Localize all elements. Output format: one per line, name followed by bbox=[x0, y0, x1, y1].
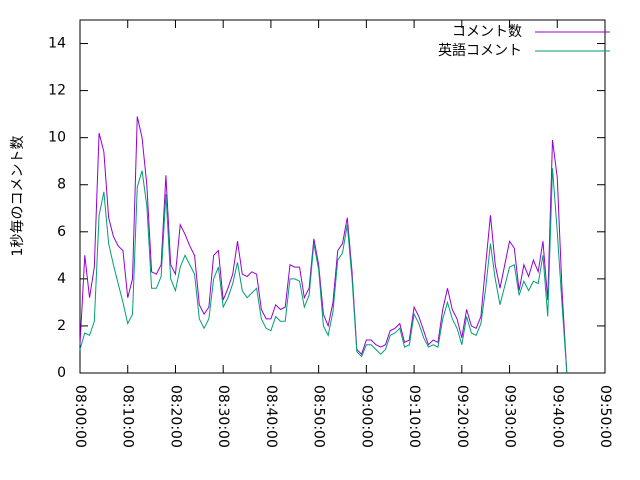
x-tick-label: 09:20:00 bbox=[454, 385, 470, 448]
y-tick-label: 2 bbox=[57, 318, 66, 334]
x-tick-label: 09:30:00 bbox=[502, 385, 518, 448]
legend-label: コメント数 bbox=[452, 24, 522, 40]
y-tick-label: 10 bbox=[48, 130, 66, 146]
x-tick-label: 08:20:00 bbox=[167, 385, 183, 448]
y-tick-label: 12 bbox=[48, 83, 66, 99]
series-line bbox=[79, 168, 568, 374]
y-tick-label: 6 bbox=[57, 224, 66, 240]
x-tick-label: 09:00:00 bbox=[358, 385, 374, 448]
y-axis-label: 1秒毎のコメント数 bbox=[10, 136, 26, 257]
x-tick-label: 08:30:00 bbox=[215, 385, 231, 448]
y-tick-label: 4 bbox=[57, 271, 66, 287]
x-tick-label: 09:10:00 bbox=[406, 385, 422, 448]
x-tick-label: 08:10:00 bbox=[120, 385, 136, 448]
y-tick-label: 8 bbox=[57, 177, 66, 193]
y-tick-label: 0 bbox=[57, 365, 66, 381]
x-tick-label: 08:50:00 bbox=[311, 385, 327, 448]
y-tick-label: 14 bbox=[48, 36, 66, 52]
x-tick-label: 09:40:00 bbox=[549, 385, 565, 448]
plot-frame bbox=[79, 19, 606, 374]
series-line bbox=[79, 116, 568, 374]
legend-label: 英語コメント bbox=[438, 42, 522, 59]
x-tick-label: 09:50:00 bbox=[597, 385, 613, 448]
x-tick-label: 08:00:00 bbox=[72, 385, 88, 448]
x-tick-label: 08:40:00 bbox=[263, 385, 279, 448]
